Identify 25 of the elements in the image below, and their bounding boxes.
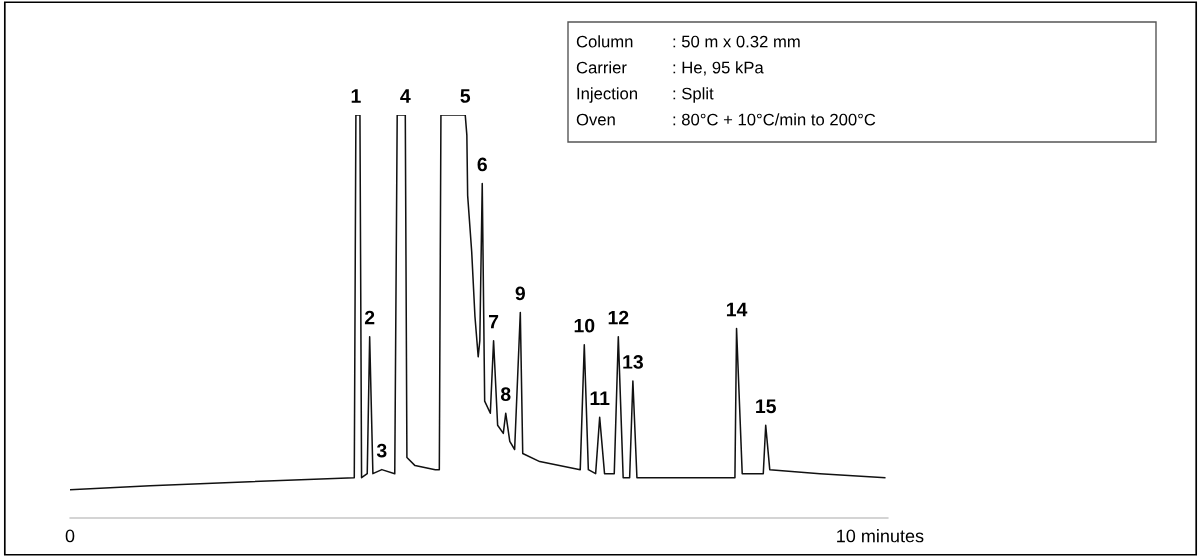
annotation: 15 xyxy=(756,399,776,414)
text: : 50 m x 0.32 mm xyxy=(673,35,800,48)
text: : Split xyxy=(673,87,714,103)
annotation: 4 xyxy=(400,89,411,103)
x-tick-label: 10 minutes xyxy=(837,529,924,543)
annotation: 11 xyxy=(590,391,610,405)
annotation: 5 xyxy=(460,89,471,103)
annotation: 3 xyxy=(376,443,387,458)
annotation: Oven xyxy=(576,113,615,126)
annotation: : 80°C + 10°C/min to 200°C xyxy=(673,113,876,126)
annotation: 8 xyxy=(500,387,511,402)
text: Injection xyxy=(577,87,637,103)
text: : He, 95 kPa xyxy=(673,61,764,76)
annotation: 10 xyxy=(574,318,595,333)
x-tick-label: 0 xyxy=(65,529,75,543)
annotation: 14 xyxy=(726,302,748,317)
annotation: 12 xyxy=(608,310,629,325)
annotation: 1 xyxy=(351,89,361,103)
annotation: 2 xyxy=(364,310,375,325)
annotation: 9 xyxy=(515,286,525,301)
annotation: 13 xyxy=(623,355,643,369)
annotation: 7 xyxy=(489,314,499,329)
text: Column xyxy=(576,35,633,48)
text: Carrier xyxy=(576,61,627,74)
annotation: 6 xyxy=(477,157,487,172)
